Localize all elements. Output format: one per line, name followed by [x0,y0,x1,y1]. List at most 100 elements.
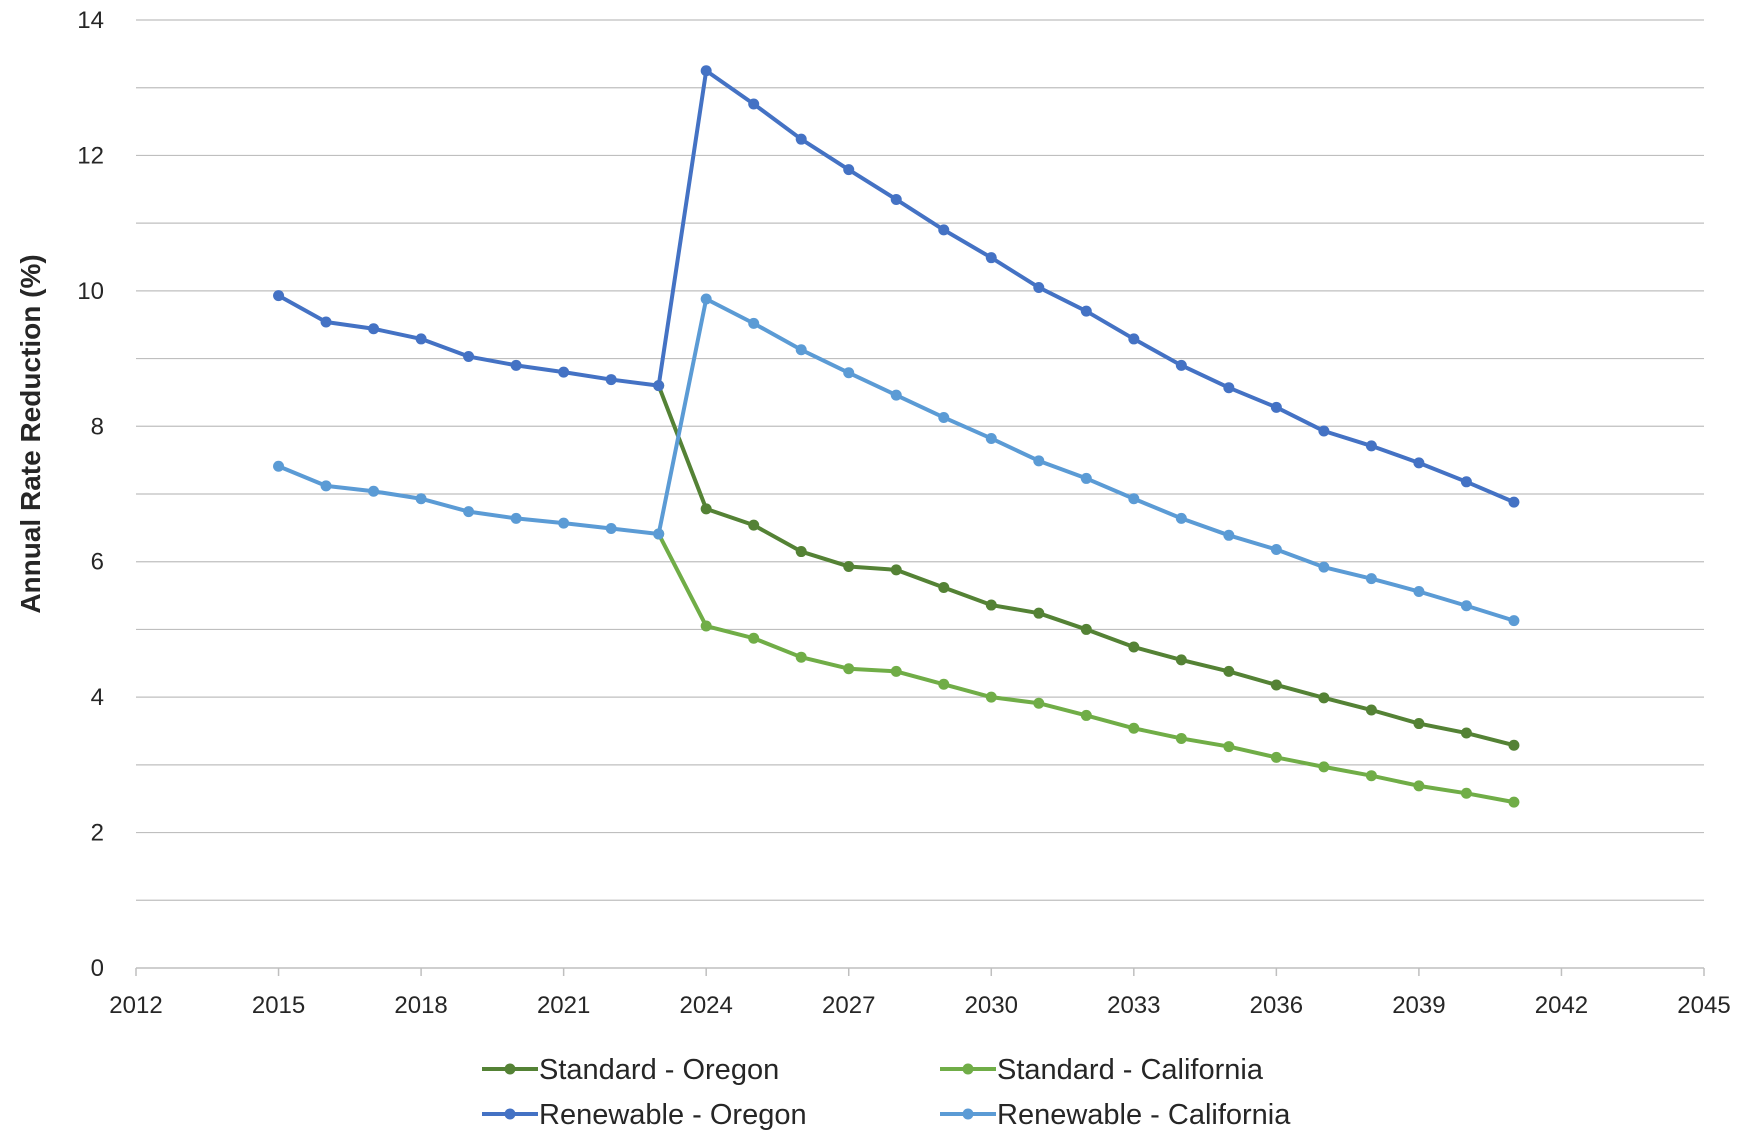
data-point [1128,641,1140,653]
data-point [558,366,570,378]
x-tick-label: 2024 [679,992,732,1019]
data-point [985,691,997,703]
y-tick-label: 14 [77,7,104,34]
series-standard-california [653,528,1520,808]
data-point [700,503,712,515]
data-point [1033,281,1045,293]
data-point [1270,544,1282,556]
data-point [700,293,712,305]
data-point [938,678,950,690]
legend-label: Standard - California [997,1054,1264,1086]
data-point [890,665,902,677]
data-point [843,560,855,572]
data-point [1223,665,1235,677]
data-point [1318,561,1330,573]
x-tick-label: 2018 [394,992,447,1019]
data-point [1460,787,1472,799]
legend-label: Renewable - Oregon [539,1099,807,1130]
data-point [558,517,570,529]
data-point [653,380,665,392]
data-point [368,323,380,335]
data-point [415,333,427,345]
data-point [320,316,332,328]
data-point [795,133,807,145]
y-tick-label: 6 [91,549,104,576]
legend-label: Standard - Oregon [539,1054,779,1086]
data-point [273,290,285,302]
series-renewable-california [273,293,1520,627]
data-point [890,564,902,576]
legend-item-standard-oregon: Standard - Oregon [482,1054,779,1086]
data-point [700,620,712,632]
data-point [1413,718,1425,730]
x-tick-label: 2036 [1250,992,1303,1019]
legend-item-standard-california: Standard - California [940,1054,1264,1086]
data-point [605,523,617,535]
y-tick-label: 0 [91,955,104,982]
data-point [1128,493,1140,505]
legend-swatch-marker [504,1063,516,1075]
series-line-standard-california [656,531,1516,805]
gridlines [136,19,1704,969]
data-point [1413,586,1425,598]
data-point [510,512,522,524]
y-tick-label: 12 [77,142,104,169]
data-point [510,359,522,371]
x-tick-label: 2045 [1677,992,1730,1019]
x-tick-label: 2015 [252,992,305,1019]
data-point [795,344,807,356]
data-point [843,663,855,675]
data-point [890,389,902,401]
legend-item-renewable-oregon: Renewable - Oregon [482,1099,807,1131]
data-point [748,632,760,644]
data-point [1318,761,1330,773]
data-point [1128,722,1140,734]
data-point [985,599,997,611]
data-point [1080,709,1092,721]
data-point [1223,529,1235,541]
data-point [605,374,617,386]
data-point [463,351,475,363]
data-point [1508,796,1520,808]
x-tick-label: 2039 [1392,992,1445,1019]
data-point [1508,739,1520,751]
legend-swatch-marker [962,1063,974,1075]
data-point [1175,359,1187,371]
data-point [938,224,950,236]
data-point [1460,476,1472,488]
x-tick-label: 2033 [1107,992,1160,1019]
data-point [795,651,807,663]
data-point [985,252,997,264]
data-point [1508,496,1520,508]
legend-swatch-marker [504,1108,516,1120]
x-tick-label: 2012 [109,992,162,1019]
data-point [1223,382,1235,394]
series-standard-oregon [653,380,1520,751]
data-point [1413,780,1425,792]
data-point [1175,654,1187,666]
y-tick-label: 4 [91,684,104,711]
data-point [1460,727,1472,739]
data-point [1318,425,1330,437]
data-point [1080,623,1092,635]
x-tick-label: 2030 [965,992,1018,1019]
data-point [748,98,760,110]
data-point [1033,697,1045,709]
data-point [748,519,760,531]
data-point [1175,512,1187,524]
data-point [1508,615,1520,627]
series-renewable-oregon [273,65,1520,508]
data-point [1365,573,1377,585]
data-point [1033,455,1045,467]
data-point [368,485,380,497]
data-point [795,546,807,558]
y-tick-label: 8 [91,413,104,440]
data-point [1413,457,1425,469]
y-tick-label: 2 [91,820,104,847]
data-point [1365,704,1377,716]
data-point [415,493,427,505]
data-point [700,65,712,77]
data-point [843,164,855,176]
data-point [1365,770,1377,782]
